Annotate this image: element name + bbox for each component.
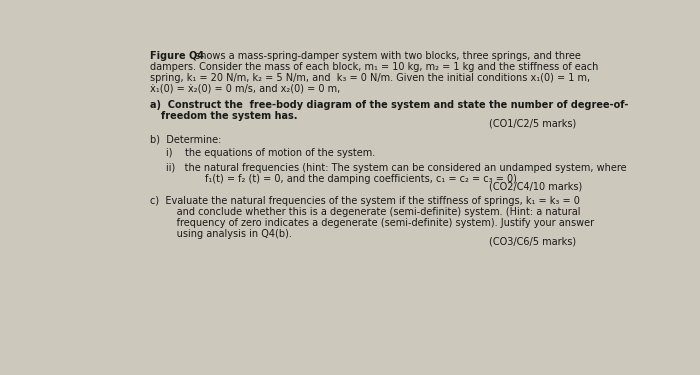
Text: i)    the equations of motion of the system.: i) the equations of motion of the system… xyxy=(166,148,375,158)
Text: dampers. Consider the mass of each block, m₁ = 10 kg, m₂ = 1 kg and the stiffnes: dampers. Consider the mass of each block… xyxy=(150,62,598,72)
Text: and conclude whether this is a degenerate (semi-definite) system. (Hint: a natur: and conclude whether this is a degenerat… xyxy=(161,207,580,217)
Text: f₁(t) = f₂ (t) = 0, and the damping coefficients, c₁ = c₂ = c₃ = 0): f₁(t) = f₂ (t) = 0, and the damping coef… xyxy=(180,174,517,184)
Text: (CO2/C4/10 marks): (CO2/C4/10 marks) xyxy=(489,181,582,191)
Text: spring, k₁ = 20 N/m, k₂ = 5 N/m, and  k₃ = 0 N/m. Given the initial conditions x: spring, k₁ = 20 N/m, k₂ = 5 N/m, and k₃ … xyxy=(150,73,590,83)
Text: a)  Construct the  free-body diagram of the system and state the number of degre: a) Construct the free-body diagram of th… xyxy=(150,100,629,111)
Text: frequency of zero indicates a degenerate (semi-definite) system). Justify your a: frequency of zero indicates a degenerate… xyxy=(161,218,594,228)
Text: b)  Determine:: b) Determine: xyxy=(150,134,221,144)
Text: ẋ₁(0) = ẋ₂(0) = 0 m/s, and x₂(0) = 0 m,: ẋ₁(0) = ẋ₂(0) = 0 m/s, and x₂(0) = 0 m, xyxy=(150,84,340,93)
Text: ii)   the natural frequencies (hint: The system can be considered an undamped sy: ii) the natural frequencies (hint: The s… xyxy=(166,163,626,173)
Text: shows a mass-spring-damper system with two blocks, three springs, and three: shows a mass-spring-damper system with t… xyxy=(192,51,580,61)
Text: Figure Q4: Figure Q4 xyxy=(150,51,204,61)
Text: freedom the system has.: freedom the system has. xyxy=(161,111,298,121)
Text: (CO1/C2/5 marks): (CO1/C2/5 marks) xyxy=(489,119,576,129)
Text: c)  Evaluate the natural frequencies of the system if the stiffness of springs, : c) Evaluate the natural frequencies of t… xyxy=(150,196,580,206)
Text: using analysis in Q4(b).: using analysis in Q4(b). xyxy=(161,229,292,239)
Text: (CO3/C6/5 marks): (CO3/C6/5 marks) xyxy=(489,236,576,246)
